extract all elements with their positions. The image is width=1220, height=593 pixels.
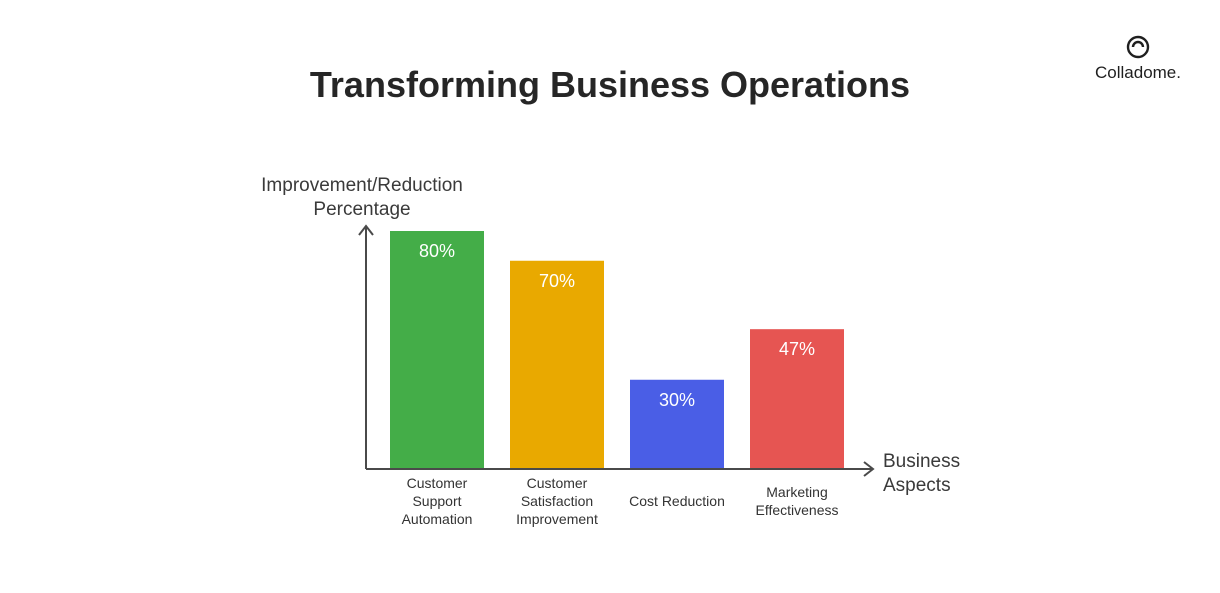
brand-name: Colladome. [1095, 63, 1181, 82]
bar-value-label: 30% [659, 390, 695, 410]
category-label: Customer Satisfaction Improvement [516, 475, 598, 527]
colladome-logo-icon [1126, 35, 1150, 59]
x-axis-label: Business Aspects [883, 451, 960, 496]
bar-2 [510, 260, 604, 469]
category-label: Customer Support Automation [402, 475, 473, 527]
bar-4 [750, 329, 844, 469]
chart-axes [358, 224, 875, 477]
category-label: Marketing Effectiveness [755, 484, 838, 518]
category-label: Cost Reduction [629, 493, 725, 509]
bar-1 [390, 231, 484, 469]
brand-logo: Colladome. [1086, 30, 1190, 86]
bar-3 [630, 379, 724, 469]
bar-value-label: 70% [539, 271, 575, 291]
bar-value-label: 80% [419, 241, 455, 261]
bar-value-label: 47% [779, 339, 815, 359]
chart-title: Transforming Business Operations [309, 64, 911, 105]
x-axis-arrow-icon [863, 461, 875, 477]
y-axis-arrow-icon [358, 224, 374, 236]
category-labels: Customer Support Automation Customer Satisfa… [402, 475, 839, 527]
y-axis-label: Improvement/Reduction Percentage [261, 175, 463, 220]
bar-series: 80% 70% 30% 47% [390, 231, 844, 469]
